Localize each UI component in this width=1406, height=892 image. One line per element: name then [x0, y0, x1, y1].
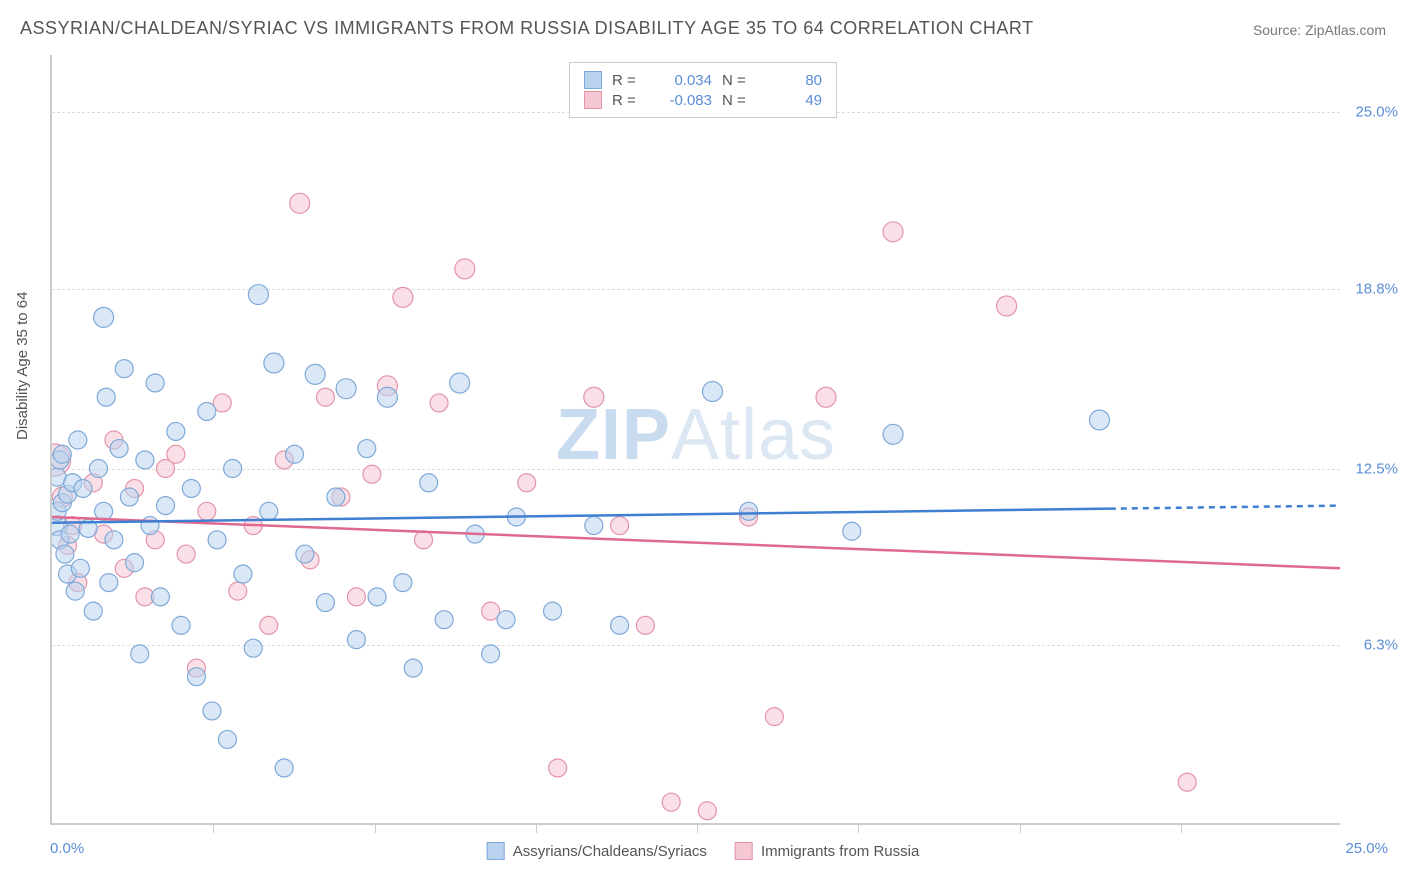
x-max-label: 25.0% — [1345, 840, 1388, 857]
y-tick-label: 25.0% — [1355, 104, 1398, 121]
plot-svg — [52, 55, 1340, 823]
plot-area: ZIPAtlas 6.3%12.5%18.8%25.0% — [50, 55, 1340, 825]
source-label: Source: ZipAtlas.com — [1253, 22, 1386, 38]
swatch-a-bottom — [487, 842, 505, 860]
legend-item-a: Assyrians/Chaldeans/Syriacs — [487, 842, 707, 860]
y-tick-label: 12.5% — [1355, 460, 1398, 477]
correlation-legend: R = 0.034 N = 80 R = -0.083 N = 49 — [569, 62, 837, 118]
series-legend: Assyrians/Chaldeans/Syriacs Immigrants f… — [487, 842, 920, 860]
y-axis-title: Disability Age 35 to 64 — [14, 292, 31, 440]
legend-item-b: Immigrants from Russia — [735, 842, 919, 860]
swatch-b — [584, 91, 602, 109]
legend-row-a: R = 0.034 N = 80 — [584, 71, 822, 89]
chart-title: ASSYRIAN/CHALDEAN/SYRIAC VS IMMIGRANTS F… — [20, 18, 1034, 39]
swatch-b-bottom — [735, 842, 753, 860]
y-tick-label: 18.8% — [1355, 280, 1398, 297]
swatch-a — [584, 71, 602, 89]
chart-container: ASSYRIAN/CHALDEAN/SYRIAC VS IMMIGRANTS F… — [0, 0, 1406, 892]
legend-row-b: R = -0.083 N = 49 — [584, 91, 822, 109]
x-min-label: 0.0% — [50, 840, 84, 857]
y-tick-label: 6.3% — [1364, 637, 1398, 654]
